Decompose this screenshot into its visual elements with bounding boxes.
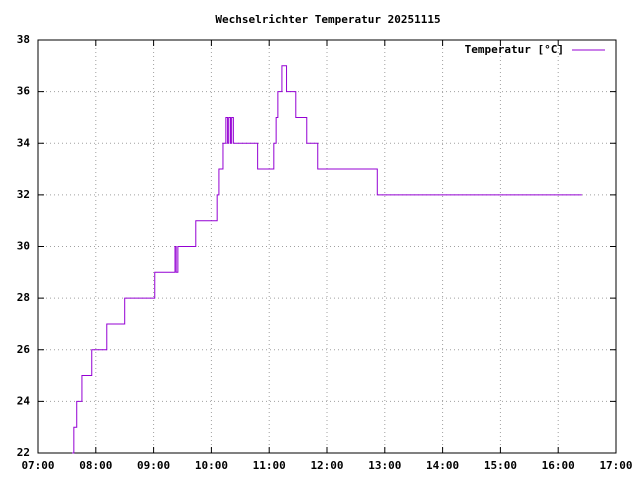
y-tick-label: 34 — [17, 136, 31, 149]
x-tick-label: 14:00 — [426, 459, 459, 472]
x-tick-label: 12:00 — [310, 459, 343, 472]
plot-frame — [37, 39, 617, 454]
y-tick-label: 22 — [17, 446, 30, 459]
y-tick-label: 28 — [17, 291, 30, 304]
y-tick-label: 26 — [17, 343, 31, 356]
x-tick-label: 10:00 — [195, 459, 228, 472]
x-tick-label: 09:00 — [137, 459, 170, 472]
x-tick-label: 17:00 — [599, 459, 632, 472]
x-tick-label: 07:00 — [21, 459, 54, 472]
y-tick-label: 24 — [17, 394, 31, 407]
x-tick-label: 13:00 — [368, 459, 401, 472]
legend-label: Temperatur [°C] — [465, 43, 564, 56]
x-tick-label: 11:00 — [253, 459, 286, 472]
y-tick-label: 36 — [17, 85, 31, 98]
x-tick-label: 16:00 — [542, 459, 575, 472]
y-tick-label: 38 — [17, 33, 30, 46]
chart-title: Wechselrichter Temperatur 20251115 — [215, 13, 440, 26]
x-tick-label: 08:00 — [79, 459, 112, 472]
data-line — [72, 65, 582, 454]
y-tick-label: 32 — [17, 188, 30, 201]
x-tick-label: 15:00 — [484, 459, 517, 472]
y-tick-label: 30 — [17, 240, 30, 253]
